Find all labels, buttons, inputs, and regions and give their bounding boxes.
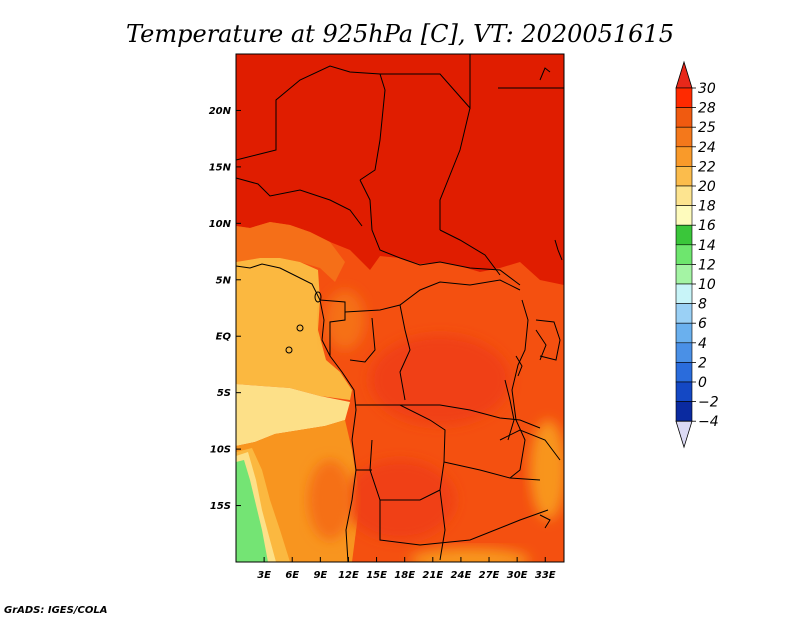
colorbar-segment [675, 126, 693, 148]
x-tick-label: 33E [535, 570, 556, 581]
colorbar-segment [675, 342, 693, 363]
colorbar-label: 10 [698, 277, 716, 293]
x-tick-label: 12E [338, 570, 359, 581]
x-tick-label: 3E [257, 570, 271, 581]
colorbar-label: −2 [698, 395, 719, 411]
colorbar-label: 22 [698, 159, 716, 175]
colorbar-label: 0 [698, 375, 707, 391]
colorbar-label: 28 [698, 101, 716, 117]
colorbar-label: 6 [698, 316, 707, 332]
x-tick-label: 30E [507, 570, 528, 581]
colorbar-segment [675, 205, 693, 226]
colorbar-segment [675, 322, 693, 344]
colorbar-segment [675, 107, 693, 128]
colorbar-over-triangle [675, 60, 693, 89]
chart-title: Temperature at 925hPa [C], VT: 202005161… [126, 20, 674, 48]
region-orange-blob-se [410, 548, 530, 562]
region-orange-coast [236, 222, 345, 282]
colorbar-under-triangle [675, 420, 693, 449]
x-axis: 3E 6E 9E 12E 15E 18E 21E 24E 27E 30E 33E [257, 557, 556, 581]
y-tick-label: 10S [210, 445, 231, 456]
colorbar-segment [675, 264, 693, 285]
colorbar-label: 16 [698, 218, 716, 234]
y-tick-label: EQ [216, 332, 232, 343]
y-tick-label: 5N [216, 275, 232, 286]
x-tick-label: 27E [479, 570, 500, 581]
colorbar-segment [675, 401, 693, 422]
colorbar-segment [675, 87, 693, 108]
x-tick-label: 18E [394, 570, 415, 581]
colorbar-segment [675, 362, 693, 383]
colorbar-segment [675, 166, 693, 187]
colorbar-segment [675, 146, 693, 167]
plot-frame [235, 53, 565, 563]
colorbar-label: 2 [698, 355, 707, 371]
colorbar-label: 24 [698, 140, 716, 156]
colorbar-label: 18 [698, 199, 716, 215]
colorbar-label: −4 [698, 414, 719, 430]
x-tick-label: 24E [451, 570, 472, 581]
y-tick-label: 15N [209, 162, 232, 173]
region-hot-north [236, 54, 564, 285]
y-axis: 20N 15N 10N 5N EQ 5S 10S 15S [209, 106, 241, 512]
colorbar-segment [675, 381, 693, 402]
region-orange-blob-east [530, 420, 564, 520]
colorbar-label: 25 [698, 120, 716, 136]
y-tick-label: 5S [217, 388, 231, 399]
colorbar-label: 30 [698, 81, 716, 97]
colorbar-label: 8 [698, 297, 707, 313]
colorbar-label: 14 [698, 238, 716, 254]
colorbar-segment [675, 224, 693, 246]
temperature-field [236, 54, 564, 562]
colorbar-segment [675, 283, 693, 304]
y-tick-label: 15S [210, 501, 231, 512]
region-orange-blob-sw [308, 460, 352, 540]
region-pale-yellow [236, 384, 350, 446]
region-warm-blob-1 [370, 335, 510, 425]
y-tick-label: 10N [209, 219, 232, 230]
y-tick-label: 20N [209, 106, 232, 117]
credit-text: GrADS: IGES/COLA [4, 605, 107, 616]
colorbar-label: 20 [698, 179, 716, 195]
colorbar-segment [675, 244, 693, 265]
colorbar-label: 4 [698, 336, 707, 352]
region-green [236, 460, 268, 562]
country-borders [236, 54, 564, 562]
x-tick-label: 21E [422, 570, 443, 581]
colorbar-segment [675, 303, 693, 324]
x-tick-label: 9E [313, 570, 327, 581]
colorbar-segment [675, 185, 693, 206]
x-tick-label: 15E [366, 570, 387, 581]
region-light-orange [236, 258, 352, 400]
colorbar-label: 12 [698, 257, 716, 273]
x-tick-label: 6E [285, 570, 299, 581]
